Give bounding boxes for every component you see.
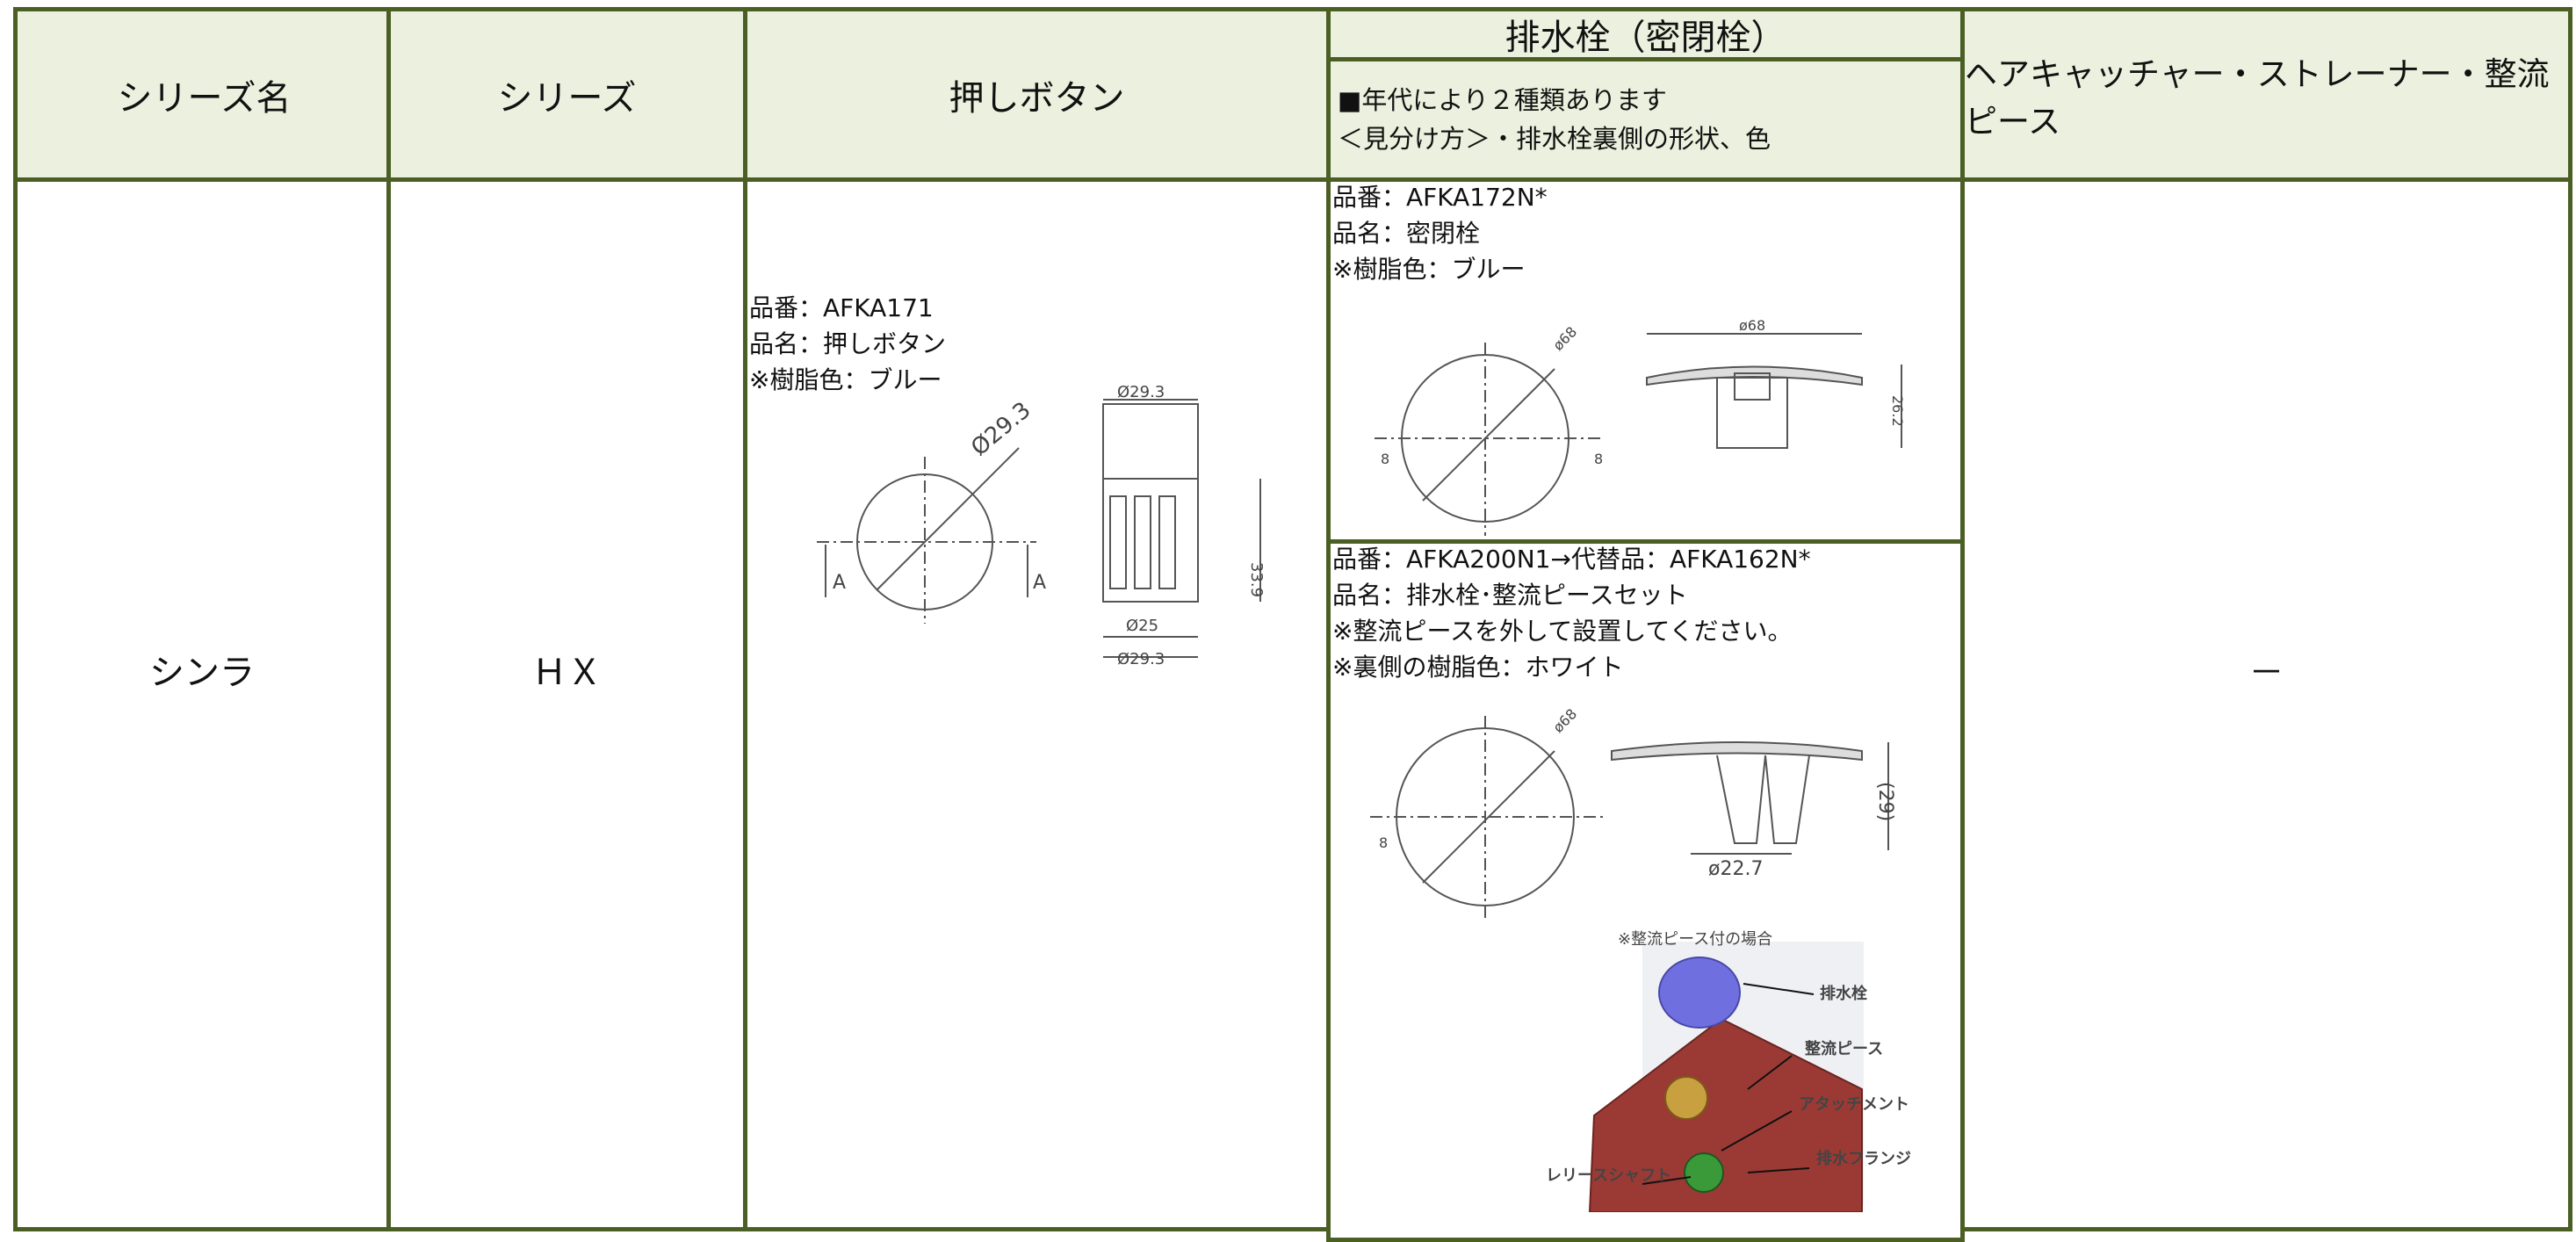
line: 品名：押しボタン <box>749 329 947 358</box>
line: 品番：AFKA200N1→代替品：AFKA162N* <box>1332 545 1811 574</box>
drawing <box>1422 750 1555 884</box>
drawing <box>1102 478 1199 603</box>
drawing <box>1422 368 1555 502</box>
header-text: シリーズ名 <box>117 77 292 119</box>
drawing-label: ø68 <box>1549 323 1580 354</box>
drawing <box>1716 755 1810 844</box>
drawing <box>1734 372 1771 401</box>
drawing-label: Ø29.3 <box>1117 650 1165 668</box>
illustration-label: ※整流ピース付の場合 <box>1618 930 1772 949</box>
leader <box>1721 1110 1793 1152</box>
header-text: 排水栓（密閉栓） <box>1504 18 1786 58</box>
text-block: 品番：AFKA200N1→代替品：AFKA162N* 品名：排水栓･整流ピースセ… <box>1332 541 1811 685</box>
drawing-label: ø68 <box>1549 705 1580 736</box>
illustration-label: レリースシャフト <box>1546 1166 1671 1185</box>
drawing-label: Ø25 <box>1126 617 1158 635</box>
line: ※樹脂色：ブルー <box>1332 255 1526 284</box>
drawing-label: 26.2 <box>1889 395 1906 427</box>
header-cell: シリーズ名 <box>13 7 395 182</box>
drawing-label: Ø29.3 <box>1117 383 1165 401</box>
drawing <box>876 447 1020 591</box>
header-text: シリーズ <box>497 77 637 119</box>
leader <box>1642 1176 1692 1185</box>
header-text: ヘアキャッチャー・ストレーナー・整流ピース <box>1965 54 2550 141</box>
drawing-label: Ø29.3 <box>966 397 1035 461</box>
drawing-label: 33.9 <box>1247 562 1266 597</box>
drawing-label: 8 <box>1594 451 1603 467</box>
line: 品名：密閉栓 <box>1332 219 1481 248</box>
drawing-label: 8 <box>1379 834 1388 851</box>
text-block: 品番：AFKA172N* 品名：密閉栓 ※樹脂色：ブルー <box>1332 179 1548 287</box>
drawings: Ø29.3 A A Ø29.3 33.9 Ø25 Ø29.3 ø68 8 8 ø… <box>817 317 1911 1212</box>
drawing <box>1134 495 1151 589</box>
text-block: 品番：AFKA171 品名：押しボタン ※樹脂色：ブルー <box>749 290 946 398</box>
line: 品番：AFKA172N* <box>1332 183 1548 212</box>
notes: ■年代により２種類あります ＜見分け方＞・排水栓裏側の形状、色 <box>1331 81 1771 158</box>
header-cell: ヘアキャッチャー・ストレーナー・整流ピース <box>1960 7 2572 182</box>
cell-text: － <box>2248 653 2284 693</box>
header-text: 押しボタン <box>949 77 1125 119</box>
leader <box>1747 1167 1810 1173</box>
header-cell: 押しボタン <box>743 7 1331 182</box>
line: 品番：AFKA171 <box>749 293 934 322</box>
line: ※整流ピースを外して設置してください。 <box>1332 617 1793 646</box>
drawing <box>1716 377 1788 449</box>
illustration-label: 排水フランジ <box>1816 1149 1911 1168</box>
illustration <box>1664 1076 1708 1120</box>
drawing-label: ø68 <box>1739 317 1765 334</box>
page: シリーズ名 シリーズ 押しボタン 排水栓（密閉栓） ■年代により２種類あります … <box>13 7 2572 1242</box>
line: 品名：排水栓･整流ピースセット <box>1332 581 1688 610</box>
illustration <box>1684 1152 1724 1193</box>
line: ※樹脂色：ブルー <box>749 365 942 394</box>
line: ※裏側の樹脂色：ホワイト <box>1332 653 1624 682</box>
drawing <box>1611 741 1863 762</box>
drawing <box>1109 495 1127 589</box>
illustration-label: アタッチメント <box>1799 1095 1909 1114</box>
drawing-label: 8 <box>1381 451 1389 467</box>
drawing <box>1646 365 1863 386</box>
leader <box>1747 1055 1793 1090</box>
illustration-label: 整流ピース <box>1804 1039 1883 1058</box>
leader <box>1743 983 1815 995</box>
cell-text: シンラ <box>149 653 255 693</box>
note: ■年代により２種類あります <box>1338 85 1667 115</box>
note: ＜見分け方＞・排水栓裏側の形状、色 <box>1338 124 1771 154</box>
cell-text: ＨＸ <box>531 653 603 693</box>
drawing-label: (29) <box>1874 782 1896 821</box>
header-cell: ■年代により２種類あります ＜見分け方＞・排水栓裏側の形状、色 <box>1326 57 1965 182</box>
illustration-label: 排水栓 <box>1820 984 1867 1003</box>
illustration <box>1658 957 1741 1029</box>
header-cell: 排水栓（密閉栓） <box>1326 7 1965 61</box>
drawing-label: A <box>833 572 846 594</box>
drawing <box>1158 495 1176 589</box>
drawing-label: ø22.7 <box>1708 858 1763 880</box>
drawing <box>1102 403 1199 480</box>
illustration <box>1588 1017 1863 1212</box>
drawing-label: A <box>1033 572 1046 594</box>
